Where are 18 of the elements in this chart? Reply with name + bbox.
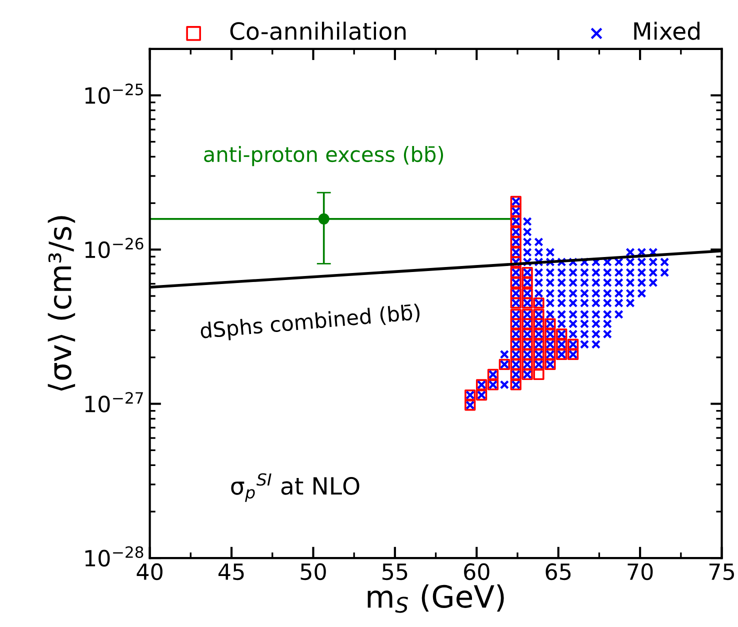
x-tick-label: 40: [136, 563, 162, 580]
annotation: dSphs combined (bb̄): [200, 303, 420, 343]
y-tick-label: 10$^{−26}$: [85, 238, 144, 258]
x-tick-label: 55: [382, 564, 408, 580]
x-tick-label: 65: [546, 563, 571, 580]
x-tick-label: 50: [300, 563, 326, 580]
y-tick-label: 10$^{−25}$: [85, 84, 143, 104]
annotation: σ$_{p}$$^{SI}$ at NLO: [231, 473, 360, 502]
legend-label: Co-annihilation: [230, 22, 406, 40]
y-axis-title: ⟨σv⟩ (cm³/s): [48, 216, 76, 391]
x-tick-label: 70: [628, 563, 653, 580]
y-tick-label: 10$^{−27}$: [85, 392, 143, 412]
x-tick-label: 60: [464, 563, 490, 580]
x-tick-label: 75: [709, 564, 734, 580]
annotation: anti-proton excess (bb̄): [204, 146, 444, 166]
legend-label: Mixed: [634, 22, 700, 40]
x-axis-title: m$_{S}$ (GeV): [368, 584, 504, 613]
x-tick-label: 45: [218, 564, 244, 580]
